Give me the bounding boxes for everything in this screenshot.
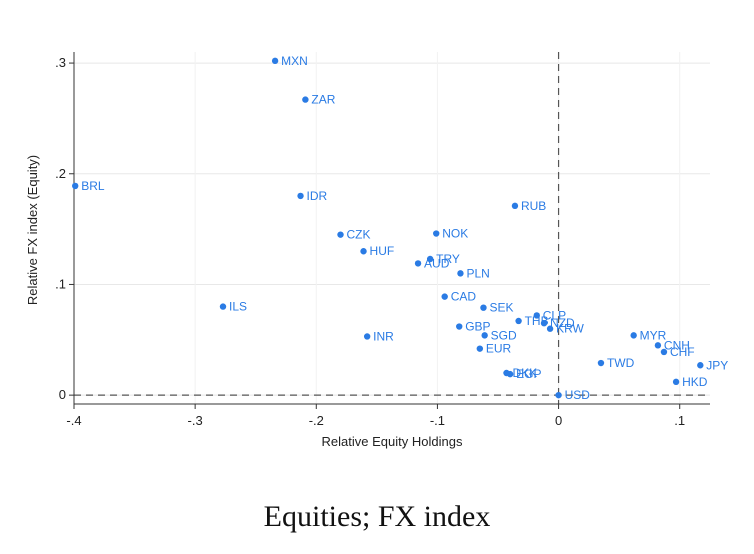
data-point-ils: [219, 303, 227, 310]
data-point-krw: [546, 325, 554, 332]
x-tick-label: -.3: [188, 413, 203, 428]
point-label-aud: AUD: [424, 256, 450, 270]
data-point-rub: [511, 202, 519, 210]
reference-lines: [74, 52, 710, 404]
data-point-clp: [533, 312, 540, 319]
data-point-huf: [360, 248, 367, 255]
grid-lines: [73, 52, 710, 404]
point-label-zar: ZAR: [311, 93, 335, 107]
point-label-mxn: MXN: [281, 54, 308, 68]
point-label-brl: BRL: [81, 179, 105, 193]
point-label-gbp: GBP: [465, 320, 490, 334]
data-point-brl: [72, 182, 79, 190]
point-label-chf: CHF: [670, 345, 695, 359]
axes: -.4 -.3 -.2 -.1 0 .1 0 .1 .2 .3: [55, 52, 710, 428]
data-point-aud: [414, 260, 422, 267]
y-tick-label: 0: [59, 387, 66, 402]
x-tick-label: .1: [674, 413, 685, 428]
data-point-myr: [630, 332, 637, 339]
point-label-ils: ILS: [229, 300, 247, 314]
point-label-hkd: HKD: [682, 375, 708, 389]
data-point-try: [426, 255, 434, 263]
x-tick-label: -.4: [66, 413, 81, 428]
point-label-rub: RUB: [521, 199, 546, 213]
x-tick-label: -.1: [430, 413, 445, 428]
point-label-pln: PLN: [466, 266, 489, 280]
point-label-eur: EUR: [486, 342, 512, 356]
point-label-clp: CLP: [543, 308, 566, 322]
data-point-egp: [506, 370, 514, 378]
point-label-myr: MYR: [640, 328, 667, 342]
data-point-twd: [597, 359, 605, 367]
scatter-chart: -.4 -.3 -.2 -.1 0 .1 0 .1 .2 .3 MXN ZAR BRL IDR RUB CZ…: [25, 52, 728, 449]
data-point-cnh: [654, 342, 662, 349]
data-point-nzd: [540, 319, 548, 327]
point-label-usd: USD: [565, 388, 591, 402]
data-point-czk: [337, 231, 344, 238]
y-tick-label: .1: [55, 276, 66, 291]
data-point-pln: [457, 270, 464, 277]
x-tick-label: -.2: [309, 413, 324, 428]
data-point-hkd: [672, 378, 680, 386]
data-point-sek: [480, 304, 487, 311]
point-label-inr: INR: [373, 329, 394, 343]
data-point-chf: [660, 348, 668, 356]
y-axis-label: Relative FX index (Equity): [25, 155, 40, 305]
point-label-twd: TWD: [607, 356, 635, 370]
point-label-dkk: DKK: [512, 366, 537, 380]
x-axis-label: Relative Equity Holdings: [322, 434, 463, 449]
point-label-nok: NOK: [442, 227, 468, 241]
data-point-nok: [433, 230, 440, 237]
data-point-eur: [476, 345, 484, 352]
point-label-czk: CZK: [347, 228, 371, 242]
data-point-thb: [515, 317, 522, 325]
point-label-cnh: CNH: [664, 338, 690, 352]
point-label-nzd: NZD: [550, 316, 575, 330]
data-point-inr: [363, 333, 371, 340]
data-point-cad: [441, 293, 448, 300]
x-tick-label: 0: [555, 413, 562, 428]
point-label-jpy: JPY: [706, 358, 728, 372]
data-point-gbp: [456, 323, 463, 330]
data-point-sgd: [481, 332, 488, 339]
data-point-mxn: [271, 57, 279, 65]
data-point-zar: [302, 96, 309, 103]
data-point-usd: [555, 391, 562, 399]
data-point-idr: [297, 192, 304, 200]
point-label-sgd: SGD: [491, 328, 517, 342]
point-label-cad: CAD: [451, 290, 477, 304]
y-tick-label: .2: [55, 166, 66, 181]
point-label-huf: HUF: [370, 244, 395, 258]
point-label-sek: SEK: [489, 301, 513, 315]
data-point-jpy: [697, 362, 704, 369]
point-label-krw: KRW: [556, 322, 584, 336]
figure-caption: Equities; FX index: [263, 500, 491, 533]
point-label-egp: EGP: [516, 367, 541, 381]
point-label-idr: IDR: [307, 189, 328, 203]
y-tick-label: .3: [55, 55, 66, 70]
point-label-try: TRY: [436, 252, 460, 266]
